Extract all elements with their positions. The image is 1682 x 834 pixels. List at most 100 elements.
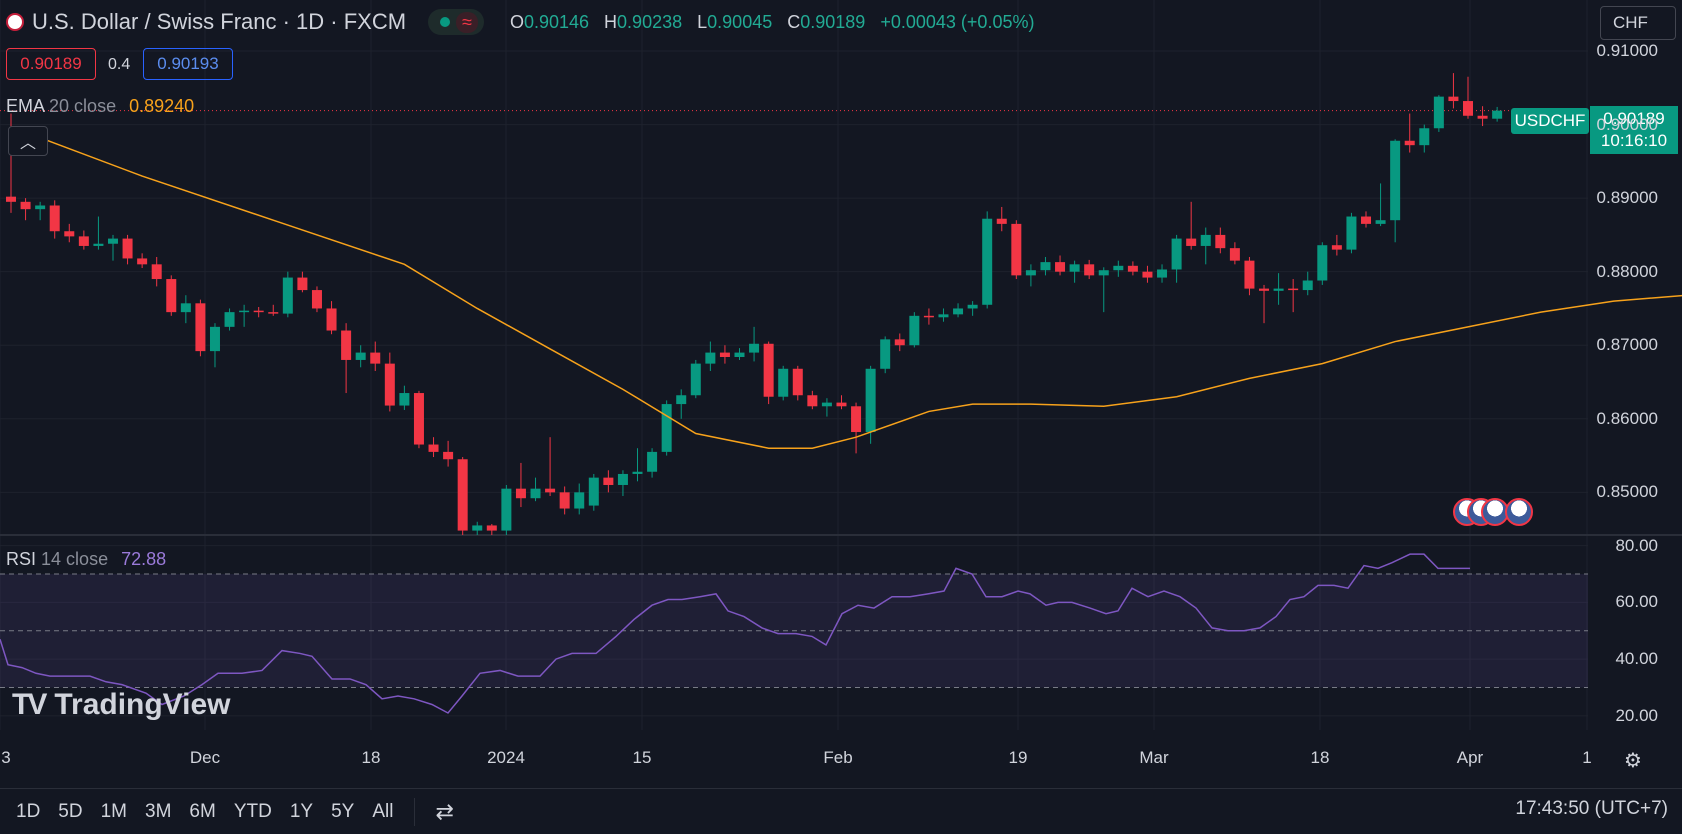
toolbar-divider bbox=[414, 797, 416, 826]
candle-body bbox=[93, 243, 104, 246]
candle-body bbox=[35, 205, 46, 210]
ohlc-open: 0.90146 bbox=[523, 11, 590, 32]
economic-events[interactable] bbox=[1453, 498, 1533, 526]
range-5d[interactable]: 5D bbox=[58, 800, 83, 822]
market-open-icon bbox=[440, 17, 451, 27]
symbol-title[interactable]: U.S. Dollar / Swiss Franc · 1D · FXCM bbox=[32, 9, 407, 34]
candle-body bbox=[370, 352, 381, 364]
candle-body bbox=[1098, 270, 1109, 276]
candle-body bbox=[501, 488, 512, 531]
clock[interactable]: 17:43:50 (UTC+7) bbox=[1515, 798, 1668, 819]
candle-body bbox=[1433, 96, 1444, 129]
ohlc-low: 0.90045 bbox=[707, 11, 773, 32]
replay-icon[interactable]: ⇄ bbox=[435, 798, 454, 824]
price-tick-label: 0.85000 bbox=[1596, 482, 1658, 502]
price-tick-label: 0.87000 bbox=[1596, 335, 1658, 355]
range-3m[interactable]: 3M bbox=[145, 800, 172, 822]
candle-body bbox=[1477, 115, 1488, 119]
tradingview-logo[interactable]: TV TradingView bbox=[12, 688, 231, 722]
candle-body bbox=[1390, 140, 1401, 221]
range-1m[interactable]: 1M bbox=[100, 800, 127, 822]
candle-body bbox=[880, 339, 891, 369]
range-1d[interactable]: 1D bbox=[16, 800, 41, 822]
us-flag-icon[interactable] bbox=[1505, 498, 1533, 526]
rsi-label: RSI bbox=[6, 549, 37, 569]
currency-button[interactable]: CHF bbox=[1600, 6, 1676, 40]
candle-body bbox=[1200, 234, 1211, 246]
candle-body bbox=[1142, 271, 1153, 278]
candle-body bbox=[821, 402, 832, 407]
spread-value: 0.4 bbox=[108, 56, 131, 73]
candle-body bbox=[20, 201, 31, 210]
candle-body bbox=[836, 402, 847, 407]
candle-body bbox=[1419, 128, 1430, 146]
time-tick-label: Apr bbox=[1456, 748, 1484, 767]
candle-body bbox=[122, 238, 133, 259]
candle-body bbox=[953, 308, 964, 315]
candle-body bbox=[792, 368, 803, 396]
range-5y[interactable]: 5Y bbox=[331, 800, 355, 822]
candle-body bbox=[923, 315, 934, 318]
candle-body bbox=[384, 363, 395, 406]
candle-body bbox=[457, 459, 468, 531]
ohlc-high: 0.90238 bbox=[617, 11, 683, 32]
gear-icon[interactable]: ⚙ bbox=[1624, 750, 1642, 772]
time-tick-label: 15 bbox=[632, 748, 652, 767]
rsi-tick-label: 20.00 bbox=[1615, 705, 1658, 725]
rsi-band bbox=[0, 573, 1588, 688]
candle-body bbox=[6, 196, 16, 202]
market-status[interactable]: ≈ bbox=[428, 9, 484, 35]
rsi-legend[interactable]: RSI 14 close 72.88 bbox=[6, 549, 166, 570]
range-6m[interactable]: 6M bbox=[189, 800, 216, 822]
candle-body bbox=[1011, 223, 1022, 276]
time-tick-label: 2024 bbox=[487, 748, 525, 767]
time-tick-label: Mar bbox=[1139, 748, 1169, 767]
candle-body bbox=[690, 363, 701, 396]
candle-body bbox=[938, 314, 949, 318]
rsi-line bbox=[0, 553, 1470, 714]
range-ytd[interactable]: YTD bbox=[233, 800, 272, 822]
candle-body bbox=[137, 258, 148, 265]
candle-body bbox=[428, 444, 439, 452]
grid-lines bbox=[0, 0, 1588, 730]
candle-body bbox=[1273, 288, 1284, 291]
candle-body bbox=[530, 488, 541, 499]
collapse-legend-button[interactable]: ︿ bbox=[8, 126, 48, 156]
ema-legend[interactable]: EMA 20 close 0.89240 bbox=[6, 96, 194, 117]
tradingview-logo-text: TradingView bbox=[54, 688, 231, 721]
candle-body bbox=[851, 406, 862, 433]
time-tick-label: Feb bbox=[823, 748, 853, 767]
range-1y[interactable]: 1Y bbox=[289, 800, 314, 822]
buy-button[interactable]: 0.90193 bbox=[143, 48, 233, 80]
candle-body bbox=[1229, 248, 1240, 261]
candle-body bbox=[49, 205, 60, 232]
ema-value: 0.89240 bbox=[129, 96, 195, 116]
wave-icon: ≈ bbox=[456, 11, 478, 33]
candle-body bbox=[413, 393, 424, 445]
candle-body bbox=[559, 492, 570, 509]
bottom-toolbar: 1D 5D 1M 3M 6M YTD 1Y 5Y All ⇄ bbox=[0, 788, 1682, 834]
rsi-value: 72.88 bbox=[121, 549, 167, 569]
price-tick-label: 0.86000 bbox=[1596, 408, 1658, 428]
sell-button[interactable]: 0.90189 bbox=[6, 48, 96, 80]
time-tick-label: 3 bbox=[1, 748, 11, 767]
candle-body bbox=[1331, 245, 1342, 250]
candle-body bbox=[1463, 101, 1473, 116]
candles bbox=[6, 73, 1503, 535]
candle-body bbox=[632, 471, 643, 474]
candle-body bbox=[1084, 264, 1095, 276]
candle-body bbox=[297, 277, 308, 291]
candle-body bbox=[1492, 110, 1503, 119]
candle-body bbox=[705, 352, 716, 364]
candle-body bbox=[107, 238, 118, 244]
time-tick-label: 18 bbox=[361, 748, 381, 767]
ohlc-label-high: H bbox=[604, 11, 618, 32]
candle-body bbox=[1040, 262, 1051, 271]
candle-body bbox=[617, 473, 628, 485]
price-tick-label: 0.90000 bbox=[1596, 114, 1658, 134]
candle-body bbox=[1448, 96, 1459, 102]
range-all[interactable]: All bbox=[372, 800, 394, 822]
candle-body bbox=[166, 279, 177, 313]
last-price-value: 0.90189 bbox=[1603, 109, 1665, 128]
